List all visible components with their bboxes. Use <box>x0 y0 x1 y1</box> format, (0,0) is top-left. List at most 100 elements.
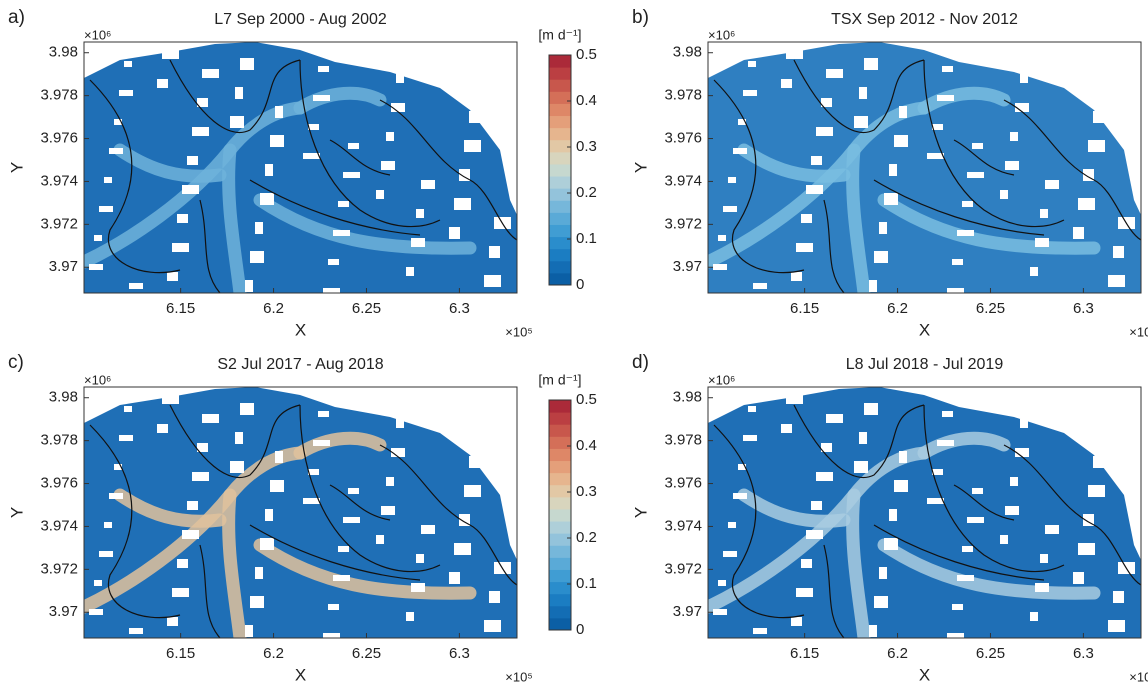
panel-label: c) <box>8 352 24 373</box>
y-tick-label: 3.978 <box>40 87 78 104</box>
no-data-pixel <box>416 209 424 218</box>
y-axis-label: Y <box>631 507 650 518</box>
panel-title: L7 Sep 2000 - Aug 2002 <box>214 11 387 28</box>
no-data-pixel <box>1108 275 1125 287</box>
no-data-pixel <box>202 414 219 423</box>
no-data-pixel <box>376 535 384 544</box>
no-data-pixel <box>1073 572 1084 584</box>
y-axis-label: Y <box>631 162 650 173</box>
colorbar-step <box>549 151 571 165</box>
colorbar-frame <box>548 399 572 631</box>
no-data-pixel <box>197 98 208 107</box>
no-data-pixel <box>1040 209 1048 218</box>
glacier-outline <box>873 179 1045 236</box>
colorbar-step <box>549 176 571 189</box>
colorbar-tick-label: 0 <box>576 621 584 638</box>
glacier-outline <box>713 424 805 619</box>
x-axis-label: X <box>295 665 306 684</box>
no-data-pixel <box>1098 82 1115 94</box>
colorbar-tick-label: 0.3 <box>576 483 597 500</box>
fast-flow <box>84 101 307 269</box>
no-data-pixel <box>464 485 481 497</box>
panel: 6.15 6.2 6.25 6.3 3.97 3.972 3.974 3.976 3.978 3.… <box>631 352 1148 684</box>
no-data-pixel <box>84 387 92 393</box>
y-tick-label: 3.98 <box>49 389 78 406</box>
no-data-pixel <box>1103 53 1114 65</box>
colorbar-step <box>549 533 571 546</box>
colorbar-tick-label: 0 <box>576 276 584 293</box>
no-data-pixel <box>1030 267 1038 276</box>
no-data-pixel <box>454 198 471 210</box>
glacier-outline <box>249 524 421 581</box>
no-data-pixel <box>406 267 414 276</box>
no-data-pixel <box>449 572 460 584</box>
no-data-pixel <box>1020 419 1028 428</box>
no-data-pixel <box>308 469 319 475</box>
no-data-pixel <box>821 443 832 452</box>
y-tick-label: 3.98 <box>673 44 702 61</box>
no-data-pixel <box>479 53 490 65</box>
no-data-pixel <box>230 116 244 128</box>
no-data-pixel <box>937 440 954 446</box>
y-axis-label: Y <box>7 507 26 518</box>
colorbar-step <box>549 55 571 68</box>
panel: 6.15 6.2 6.25 6.3 3.97 3.972 3.974 3.976 3.978 3.… <box>7 7 596 339</box>
y-tick-label: 3.98 <box>49 44 78 61</box>
no-data-pixel <box>318 411 329 417</box>
no-data-pixel <box>114 464 122 470</box>
no-data-pixel <box>381 161 395 170</box>
colorbar-tick-label: 0.2 <box>576 184 597 201</box>
no-data-pixel <box>1078 543 1095 555</box>
no-data-pixel <box>826 414 843 423</box>
no-data-pixel <box>421 525 435 534</box>
no-data-pixel <box>957 230 974 236</box>
no-data-pixel <box>889 164 897 176</box>
no-data-pixel <box>1093 456 1104 468</box>
y-tick-label: 3.976 <box>40 130 78 147</box>
no-data-pixel <box>932 469 943 475</box>
no-data-pixel <box>1000 190 1008 199</box>
no-data-pixel <box>947 288 964 293</box>
glacier-outline <box>923 404 1065 573</box>
no-data-pixel <box>265 509 273 521</box>
no-data-pixel <box>708 42 716 48</box>
no-data-pixel <box>927 153 944 159</box>
glacier-outline <box>249 179 421 236</box>
axes-frame <box>707 41 1142 294</box>
glacier-area <box>708 387 1141 638</box>
panel: 6.15 6.2 6.25 6.3 3.97 3.972 3.974 3.976 3.978 3.… <box>631 7 1148 339</box>
no-data-pixel <box>391 448 405 457</box>
no-data-pixel <box>343 517 360 523</box>
colorbar-step <box>549 91 571 104</box>
no-data-pixel <box>129 283 143 289</box>
x-tick-label: 6.3 <box>449 645 470 662</box>
no-data-pixel <box>474 82 491 94</box>
no-data-pixel <box>723 206 737 212</box>
glacier-outline <box>793 59 925 134</box>
no-data-pixel <box>275 451 283 463</box>
no-data-pixel <box>879 222 887 234</box>
no-data-pixel <box>811 156 822 165</box>
no-data-pixel <box>396 419 404 428</box>
colorbar-label: [m d⁻¹] <box>538 27 581 43</box>
no-data-pixel <box>972 488 983 494</box>
glacier-outline <box>823 199 845 293</box>
no-data-pixel <box>1083 169 1094 181</box>
y-tick-label: 3.972 <box>40 560 78 577</box>
no-data-pixel <box>109 493 123 499</box>
colorbar-step <box>549 224 571 238</box>
fast-flow <box>737 488 851 528</box>
no-data-pixel <box>240 58 254 70</box>
x-tick-label: 6.2 <box>263 645 284 662</box>
y-tick-label: 3.98 <box>673 389 702 406</box>
no-data-pixel <box>162 50 179 59</box>
no-data-pixel <box>879 567 887 579</box>
no-data-pixel <box>884 538 898 550</box>
no-data-pixel <box>177 559 188 568</box>
no-data-pixel <box>1025 45 1039 54</box>
y-tick-label: 3.97 <box>49 603 78 620</box>
panel-title: TSX Sep 2012 - Nov 2012 <box>831 11 1018 28</box>
no-data-pixel <box>313 440 330 446</box>
no-data-pixel <box>806 185 823 194</box>
no-data-pixel <box>1078 198 1095 210</box>
